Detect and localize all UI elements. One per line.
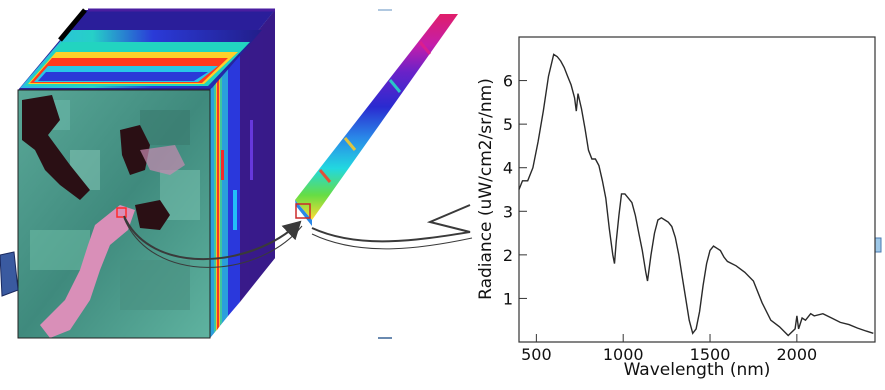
satellite-image — [18, 90, 210, 338]
x-tick-label: 500 — [521, 345, 552, 364]
y-tick-label: 6 — [503, 72, 513, 91]
zigzag-arrow-column-to-chart — [311, 204, 471, 243]
lake — [22, 95, 90, 200]
radiance-series-line — [518, 53, 874, 337]
pixel-spectrum-column — [295, 14, 458, 226]
x-tick-label: 1500 — [690, 345, 731, 364]
pond — [135, 200, 170, 230]
plot-frame — [518, 36, 876, 343]
x-tick-label: 1000 — [603, 345, 644, 364]
pixel-spectrum-marker — [295, 203, 311, 219]
link-arrows — [123, 204, 473, 268]
y-tick-label: 3 — [503, 202, 513, 221]
x-axis-ticks: 500 1000 1500 2000 — [521, 334, 817, 364]
y-tick-label: 5 — [503, 115, 513, 134]
cube-side-bands — [210, 10, 275, 338]
hyperspectral-cube — [17, 8, 275, 339]
urban-corridor — [40, 205, 135, 338]
y-tick-label: 1 — [503, 289, 513, 308]
left-edge-tab — [0, 251, 19, 297]
selected-pixel-marker — [116, 207, 127, 218]
x-axis-label: Wavelength (nm) — [624, 360, 771, 380]
curved-arrow-cube-to-column — [123, 215, 302, 261]
radiance-spectrum-chart: 500 1000 1500 2000 1 2 3 4 5 6 Wavelength (nm) R… — [476, 36, 876, 380]
reservoir — [120, 125, 150, 175]
y-axis-label: Radiance (uW/cm2/sr/nm) — [476, 78, 496, 300]
y-axis-ticks: 1 2 3 4 5 6 — [503, 72, 527, 308]
y-tick-label: 4 — [503, 159, 513, 178]
y-tick-label: 2 — [503, 246, 513, 265]
x-tick-label: 2000 — [776, 345, 817, 364]
